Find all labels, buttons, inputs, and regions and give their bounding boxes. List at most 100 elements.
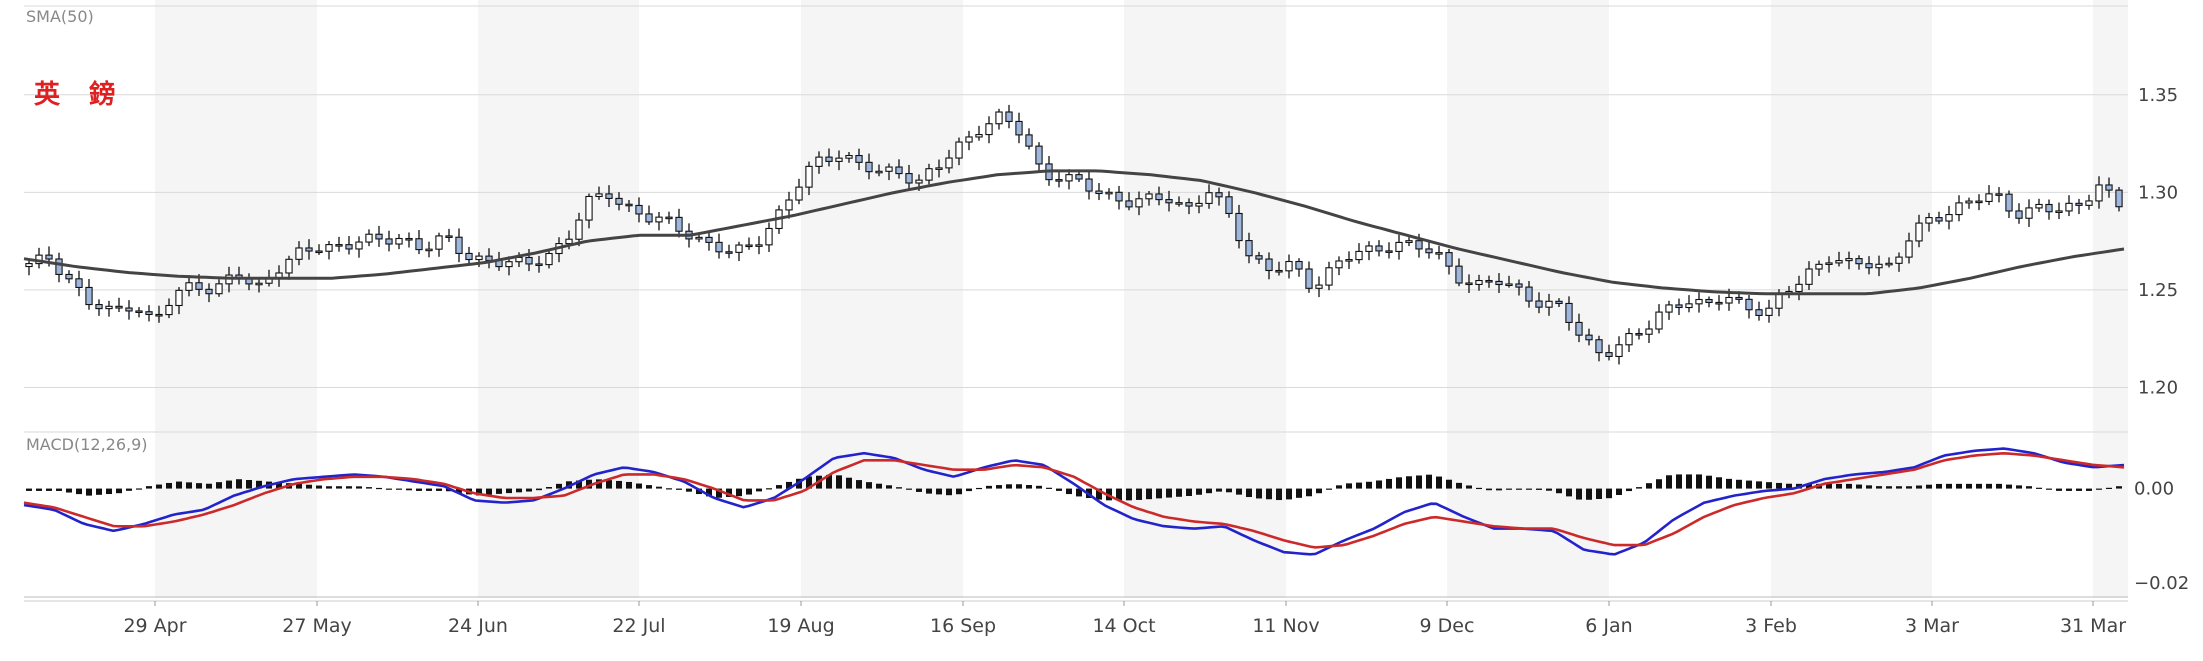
price-tick-label: 1.20 xyxy=(2138,377,2178,398)
histogram-bar xyxy=(1246,488,1252,498)
histogram-bar xyxy=(506,488,512,494)
candle xyxy=(1995,193,2003,196)
candle xyxy=(125,307,133,312)
histogram-bar xyxy=(936,488,942,495)
histogram-bar xyxy=(1966,483,1972,489)
candle xyxy=(1155,193,1163,201)
candle xyxy=(1465,282,1473,286)
candle xyxy=(2035,203,2043,209)
x-tick-label: 22 Jul xyxy=(612,615,665,637)
candle xyxy=(1555,300,1563,305)
histogram-bar xyxy=(1746,480,1752,489)
candle xyxy=(2045,203,2053,213)
candle xyxy=(1885,262,1893,266)
candle xyxy=(445,235,453,238)
histogram-bar xyxy=(1676,474,1682,489)
histogram-bar xyxy=(916,488,922,492)
histogram-bar xyxy=(2076,488,2082,491)
histogram-bar xyxy=(986,485,992,489)
candle xyxy=(1075,174,1083,180)
histogram-bar xyxy=(2036,487,2042,489)
histogram-bar xyxy=(896,487,902,489)
histogram-bar xyxy=(996,485,1002,489)
histogram-bar xyxy=(1526,488,1532,490)
histogram-bar xyxy=(596,479,602,489)
histogram-bar xyxy=(146,486,152,489)
histogram-bar xyxy=(1206,488,1212,494)
candle xyxy=(765,227,773,246)
candle xyxy=(1085,178,1093,192)
histogram-bar xyxy=(1786,483,1792,489)
histogram-bar xyxy=(1846,483,1852,489)
histogram-bar xyxy=(1636,487,1642,489)
histogram-bar xyxy=(296,483,302,489)
candle xyxy=(1435,252,1443,255)
candle xyxy=(1675,304,1683,309)
macd-pane xyxy=(23,447,2125,556)
histogram-bar xyxy=(1146,488,1152,500)
histogram-bar xyxy=(966,488,972,492)
histogram-bar xyxy=(1186,488,1192,496)
histogram-bar xyxy=(1606,488,1612,499)
candle xyxy=(1205,192,1213,204)
candle xyxy=(1875,263,1883,269)
histogram-bar xyxy=(1126,488,1132,501)
histogram-bar xyxy=(656,486,662,489)
histogram-bar xyxy=(1476,487,1482,490)
histogram-bar xyxy=(1066,488,1072,495)
candle xyxy=(575,219,583,240)
histogram-bar xyxy=(1546,488,1552,491)
candle xyxy=(1895,256,1903,264)
histogram-bar xyxy=(1226,488,1232,493)
candle xyxy=(1305,268,1313,289)
histogram-bar xyxy=(1076,488,1082,497)
histogram-bar xyxy=(2096,488,2102,490)
histogram-bar xyxy=(1446,479,1452,489)
histogram-bar xyxy=(1326,488,1332,490)
histogram-bar xyxy=(1386,478,1392,489)
sma-line xyxy=(23,169,2125,296)
histogram-bar xyxy=(1806,483,1812,489)
histogram-bar xyxy=(1256,488,1262,499)
candle xyxy=(1165,199,1173,204)
price-tick-label: 1.25 xyxy=(2138,280,2178,301)
histogram-bar xyxy=(246,480,252,489)
candle xyxy=(2115,189,2123,208)
histogram-bar xyxy=(696,488,702,495)
histogram-bar xyxy=(806,476,812,489)
candle xyxy=(55,258,63,275)
x-tick-label: 29 Apr xyxy=(123,615,186,637)
candle xyxy=(1565,302,1573,323)
histogram-bar xyxy=(1136,488,1142,500)
candle xyxy=(1395,241,1403,252)
histogram-bar xyxy=(2006,484,2012,489)
sma-indicator-label: SMA(50) xyxy=(26,7,94,26)
candle xyxy=(1335,260,1343,269)
candle xyxy=(995,111,1003,125)
candle xyxy=(295,247,303,260)
histogram-bar xyxy=(1566,488,1572,497)
histogram-bar xyxy=(1886,486,1892,489)
histogram-bar xyxy=(476,488,482,496)
candle xyxy=(645,213,653,223)
candle xyxy=(395,237,403,245)
candlestick-series xyxy=(25,104,2123,365)
histogram-bar xyxy=(166,482,172,489)
candle xyxy=(2095,184,2103,202)
histogram-bar xyxy=(416,488,422,491)
candle xyxy=(665,216,673,220)
histogram-bar xyxy=(2086,488,2092,491)
histogram-bar xyxy=(426,488,432,491)
candle xyxy=(725,251,733,254)
candle xyxy=(705,236,713,243)
candle xyxy=(595,193,603,198)
candle xyxy=(1115,191,1123,202)
macd-indicator-label: MACD(12,26,9) xyxy=(26,435,148,454)
histogram-bar xyxy=(686,488,692,492)
candle xyxy=(895,166,903,175)
week-band xyxy=(801,0,963,598)
histogram-bar xyxy=(2046,488,2052,490)
candle xyxy=(255,282,263,286)
histogram-bar xyxy=(376,487,382,490)
